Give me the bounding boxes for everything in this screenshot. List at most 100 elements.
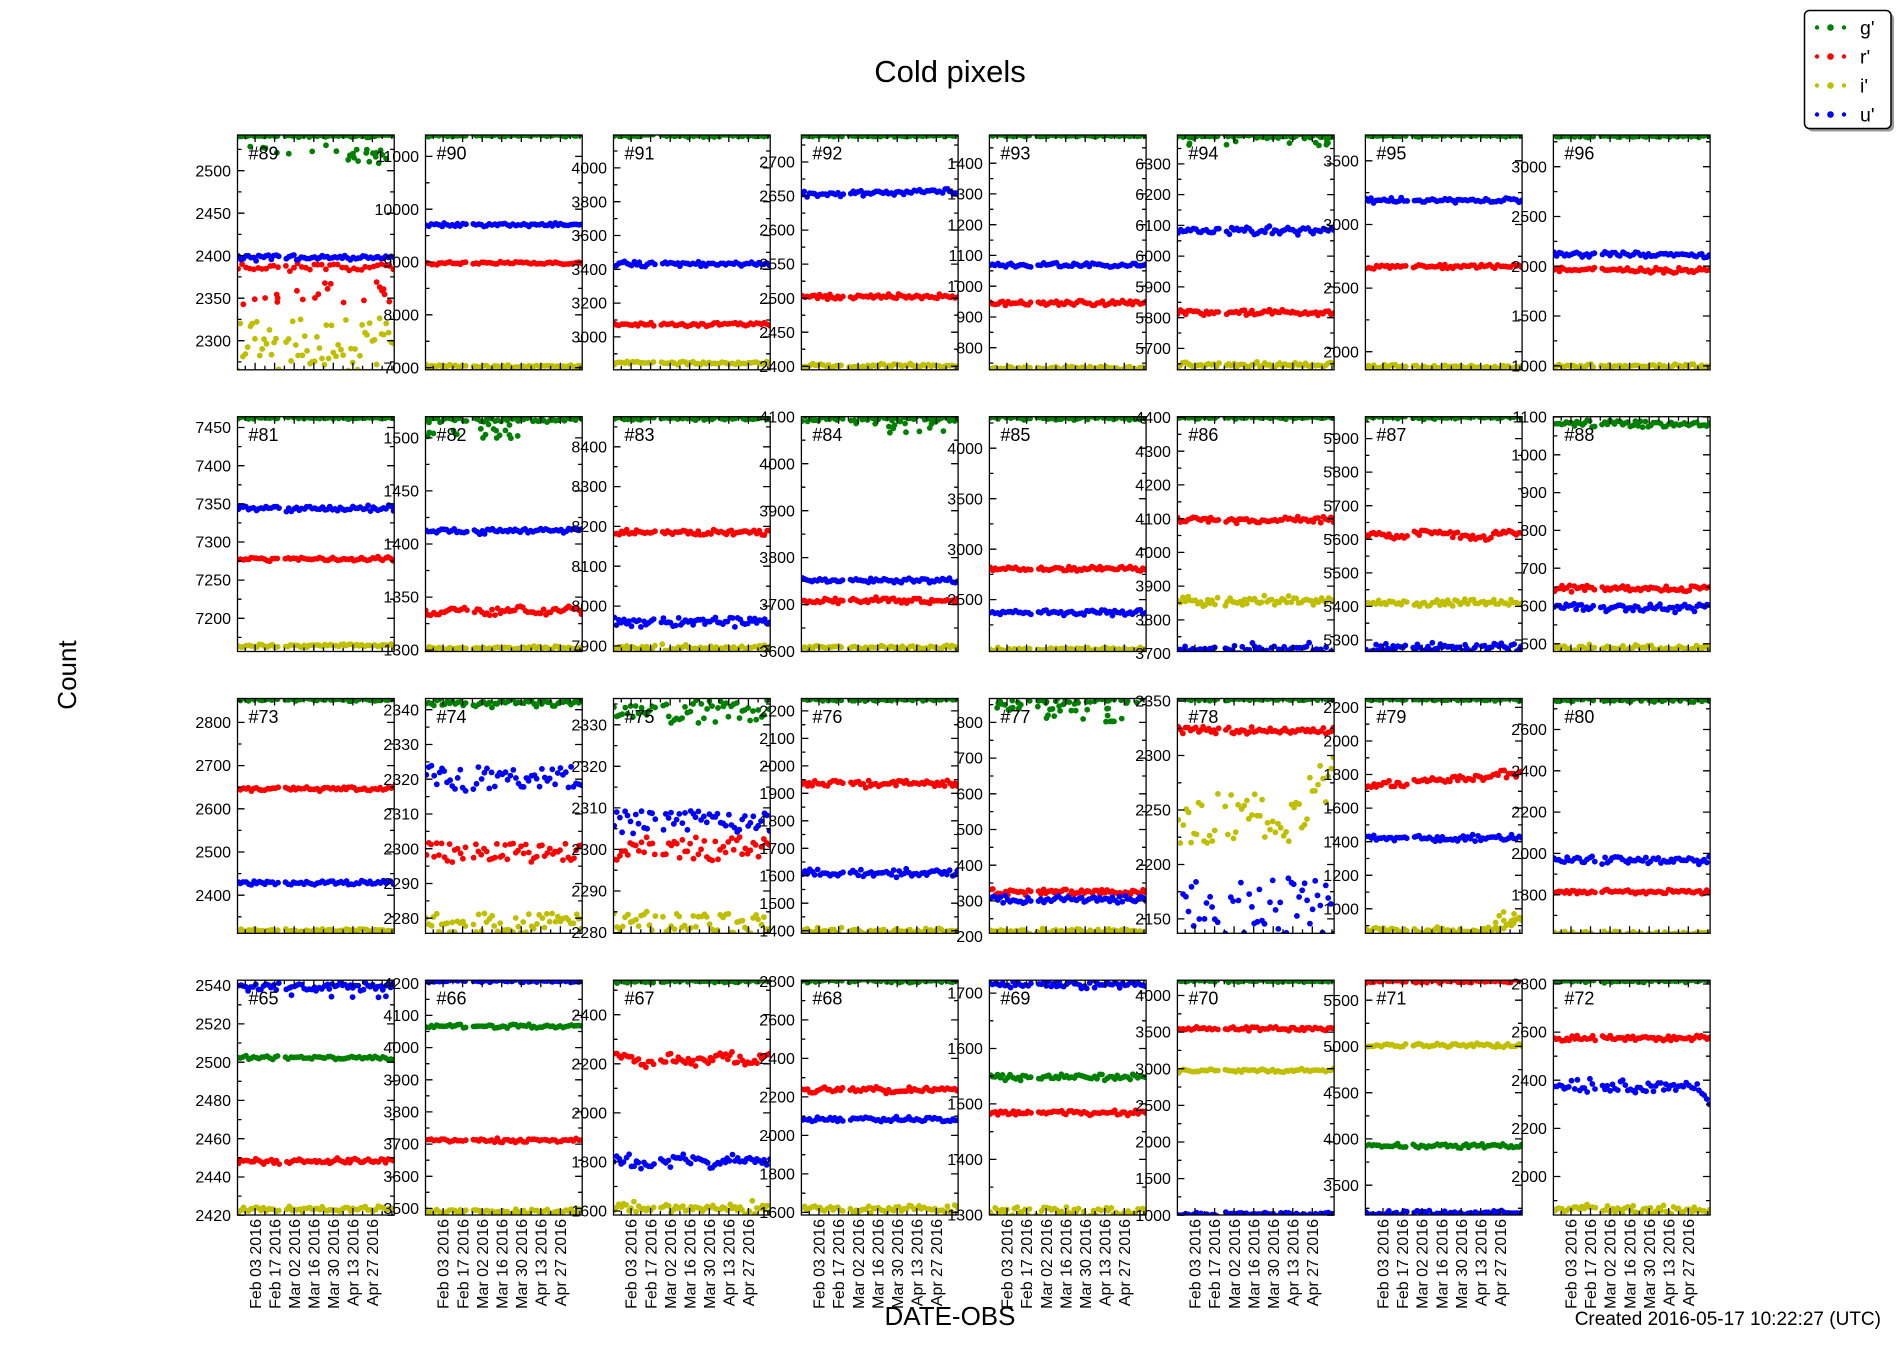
svg-text:7200: 7200 [195,611,231,628]
svg-text:1300: 1300 [947,1207,983,1224]
svg-text:Feb 17 2016: Feb 17 2016 [267,1219,284,1309]
svg-text:3500: 3500 [947,491,983,508]
svg-text:1800: 1800 [759,813,795,830]
svg-text:1300: 1300 [383,643,419,660]
svg-text:1100: 1100 [948,248,983,265]
svg-text:2000: 2000 [1135,1135,1171,1152]
svg-text:#68: #68 [812,989,842,1009]
svg-text:2280: 2280 [571,925,607,942]
svg-text:Feb 03 2016: Feb 03 2016 [248,1219,265,1309]
svg-text:Mar 02 2016: Mar 02 2016 [1603,1219,1620,1309]
svg-text:2450: 2450 [759,325,795,342]
svg-text:i': i' [1860,76,1868,98]
svg-text:#70: #70 [1188,989,1218,1009]
svg-text:Apr 13 2016: Apr 13 2016 [1285,1219,1302,1306]
svg-text:Apr 27 2016: Apr 27 2016 [929,1219,946,1306]
svg-text:Mar 02 2016: Mar 02 2016 [475,1219,492,1309]
svg-text:2000: 2000 [1323,344,1359,361]
svg-text:Apr 27 2016: Apr 27 2016 [1117,1219,1134,1306]
svg-text:Apr 27 2016: Apr 27 2016 [553,1219,570,1306]
svg-text:6100: 6100 [1135,218,1171,235]
svg-text:3900: 3900 [759,503,795,520]
svg-text:4300: 4300 [1135,444,1171,461]
svg-text:Mar 30 2016: Mar 30 2016 [1078,1219,1095,1309]
svg-text:2330: 2330 [383,737,419,754]
svg-text:1000: 1000 [1511,358,1547,375]
svg-text:2290: 2290 [383,876,419,893]
svg-text:2800: 2800 [1511,977,1547,994]
svg-text:1000: 1000 [1511,447,1547,464]
svg-text:7400: 7400 [195,458,231,475]
svg-text:1300: 1300 [947,187,983,204]
svg-text:2150: 2150 [1135,912,1171,929]
svg-text:2310: 2310 [571,801,607,818]
svg-text:2500: 2500 [759,291,795,308]
svg-text:4000: 4000 [571,161,607,178]
svg-text:1000: 1000 [1323,901,1359,918]
svg-text:3800: 3800 [1135,613,1171,630]
svg-text:#74: #74 [437,707,467,727]
svg-text:3700: 3700 [1135,646,1171,663]
svg-text:3500: 3500 [1323,153,1359,170]
svg-text:3000: 3000 [1135,1061,1171,1078]
svg-text:2250: 2250 [1135,803,1171,820]
svg-text:700: 700 [1520,561,1547,578]
svg-text:8400: 8400 [571,439,607,456]
svg-text:#85: #85 [1000,425,1030,445]
svg-text:#84: #84 [812,425,842,445]
svg-text:1100: 1100 [1512,410,1547,427]
svg-text:5000: 5000 [1323,1039,1359,1056]
svg-text:4000: 4000 [1323,1132,1359,1149]
svg-text:Cold pixels: Cold pixels [874,54,1026,89]
svg-text:1600: 1600 [759,1205,795,1222]
svg-text:1450: 1450 [383,484,419,501]
svg-text:Feb 17 2016: Feb 17 2016 [1019,1219,1036,1309]
svg-text:2400: 2400 [759,1051,795,1068]
svg-text:Feb 03 2016: Feb 03 2016 [1188,1219,1205,1309]
svg-text:700: 700 [956,751,983,768]
svg-text:8100: 8100 [571,559,607,576]
svg-text:1500: 1500 [1511,309,1547,326]
svg-text:8200: 8200 [571,519,607,536]
svg-text:7450: 7450 [195,420,231,437]
svg-text:u': u' [1860,105,1875,127]
svg-text:#76: #76 [812,707,842,727]
svg-text:400: 400 [956,858,983,875]
svg-text:3900: 3900 [383,1072,419,1089]
svg-text:11000: 11000 [376,149,419,166]
svg-text:5800: 5800 [1135,310,1171,327]
svg-text:3800: 3800 [759,550,795,567]
svg-text:#86: #86 [1188,425,1218,445]
svg-text:r': r' [1860,47,1870,69]
svg-text:2200: 2200 [1511,1121,1547,1138]
svg-text:2200: 2200 [571,1056,607,1073]
svg-text:2500: 2500 [1511,209,1547,226]
svg-text:Mar 16 2016: Mar 16 2016 [1246,1219,1263,1309]
svg-text:1400: 1400 [383,537,419,554]
svg-text:2320: 2320 [571,759,607,776]
svg-text:200: 200 [956,929,983,946]
svg-text:Feb 17 2016: Feb 17 2016 [1395,1219,1412,1309]
svg-text:2000: 2000 [1323,734,1359,751]
svg-text:2300: 2300 [1135,748,1171,765]
svg-text:2330: 2330 [571,717,607,734]
svg-text:1200: 1200 [947,217,983,234]
svg-text:4200: 4200 [1135,478,1171,495]
svg-text:2200: 2200 [1511,805,1547,822]
svg-text:1500: 1500 [1135,1171,1171,1188]
svg-text:500: 500 [956,822,983,839]
svg-text:5500: 5500 [1323,993,1359,1010]
svg-text:2700: 2700 [195,758,231,775]
svg-text:Feb 03 2016: Feb 03 2016 [624,1219,641,1309]
svg-text:Feb 03 2016: Feb 03 2016 [1000,1219,1017,1309]
svg-text:Mar 30 2016: Mar 30 2016 [1266,1219,1283,1309]
svg-text:7350: 7350 [195,496,231,513]
svg-text:Feb 17 2016: Feb 17 2016 [455,1219,472,1309]
svg-text:6000: 6000 [1135,249,1171,266]
svg-text:Feb 17 2016: Feb 17 2016 [1207,1219,1224,1309]
svg-text:Mar 02 2016: Mar 02 2016 [851,1219,868,1309]
svg-text:900: 900 [956,310,983,327]
svg-text:Mar 16 2016: Mar 16 2016 [682,1219,699,1309]
svg-text:3900: 3900 [1135,579,1171,596]
svg-text:Apr 13 2016: Apr 13 2016 [1473,1219,1490,1306]
